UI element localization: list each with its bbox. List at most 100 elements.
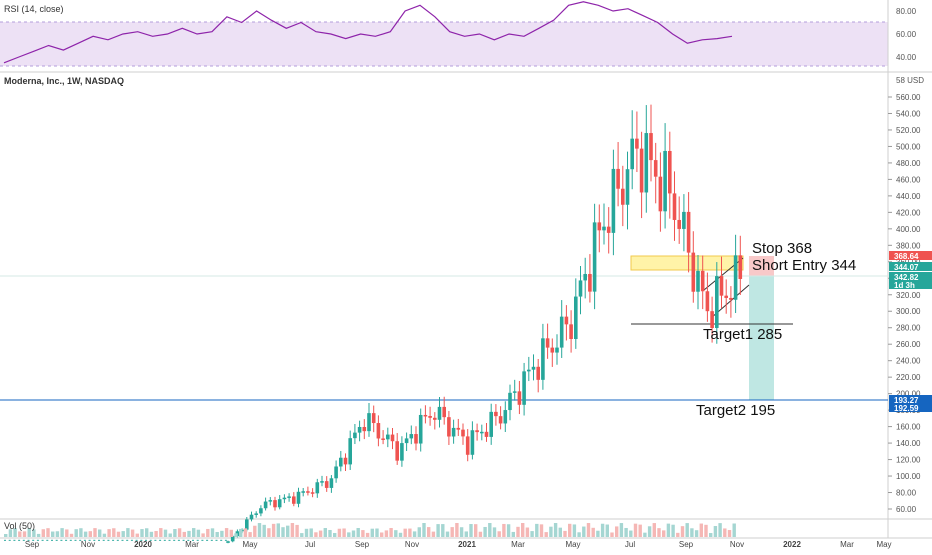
candle-body (470, 430, 475, 455)
volume-bar (624, 527, 628, 537)
volume-bar (41, 529, 45, 537)
candle-body (282, 497, 287, 500)
price-tick-label: 100.00 (896, 472, 921, 481)
rsi-line (3, 1, 733, 64)
candle-body (296, 491, 301, 504)
volume-bar (22, 531, 27, 537)
volume-bar (55, 531, 60, 537)
volume-bar (46, 528, 50, 537)
candle-body (386, 434, 390, 440)
candle-body (277, 499, 282, 508)
candle-body (451, 427, 456, 437)
candle-body (494, 411, 498, 417)
volume-bar (304, 528, 309, 537)
volume-bar (680, 526, 685, 537)
time-axis-label: Jul (305, 540, 315, 549)
stop-zone (630, 255, 744, 271)
time-axis-label: Nov (405, 540, 419, 549)
price-badge (889, 403, 932, 412)
volume-bar (328, 529, 332, 537)
candle-body (249, 514, 254, 520)
volume-bar (276, 523, 280, 537)
price-tick-label: 380.00 (896, 241, 921, 250)
volume-label: Vol (50) (4, 521, 35, 531)
time-axis-label: May (242, 540, 257, 549)
volume-bar (600, 523, 605, 537)
volume-bar (408, 528, 412, 537)
price-badge (889, 272, 932, 281)
candle-body (428, 416, 432, 418)
volume-bar (506, 524, 511, 537)
time-axis-label: 2022 (783, 540, 801, 549)
candle-body (710, 311, 714, 328)
candle-body (625, 169, 630, 205)
volume-bar (671, 524, 675, 537)
candle-body (456, 427, 461, 430)
volume-bar (318, 530, 323, 537)
volume-bar (79, 528, 83, 537)
volume-bar (492, 527, 497, 537)
volume-bar (182, 531, 186, 537)
candle-body (404, 438, 409, 444)
time-axis-label: Mar (185, 540, 199, 549)
volume-bar (177, 528, 182, 537)
price-badge (889, 251, 932, 260)
candle-body (649, 133, 653, 161)
volume-bar (699, 523, 703, 537)
candle-body (263, 501, 268, 509)
entry-annotation: Short Entry 344 (752, 257, 856, 274)
volume-bar (51, 531, 55, 537)
volume-bar (257, 523, 262, 537)
volume-bar (568, 523, 572, 537)
volume-bar (723, 528, 727, 537)
volume-bar (149, 531, 154, 537)
candle-body (569, 324, 573, 339)
candle-body (696, 270, 700, 292)
price-badge-label: 368.64 (894, 252, 919, 261)
candle-body (390, 434, 395, 442)
volume-bar (286, 525, 290, 537)
candle-body (245, 519, 249, 530)
candle-body (423, 414, 428, 417)
volume-bar (544, 532, 548, 537)
currency-label: 58 USD (896, 76, 924, 85)
price-tick-label: 320.00 (896, 291, 921, 300)
price-badge-label: 344.07 (894, 263, 919, 272)
volume-bar (553, 523, 558, 537)
candle-body (310, 492, 315, 494)
candle-body (465, 436, 470, 455)
candle-body (578, 280, 583, 297)
time-axis-label: Nov (81, 540, 95, 549)
candle-body (480, 431, 484, 434)
stop-risk-zone (749, 256, 774, 276)
volume-bar (300, 533, 304, 537)
candle-body (254, 513, 258, 515)
candle-body (475, 430, 479, 433)
volume-bar (431, 531, 436, 537)
volume-bar (116, 531, 121, 537)
price-tick-label: 480.00 (896, 159, 921, 168)
volume-series (4, 523, 736, 537)
candle-body (226, 541, 230, 543)
volume-bar (112, 528, 116, 537)
candle-body (329, 478, 334, 488)
rsi-label: RSI (14, close) (4, 4, 64, 14)
volume-bar (342, 528, 346, 537)
candle-body (559, 316, 564, 348)
volume-bar (267, 528, 271, 537)
volume-bar (615, 526, 619, 537)
volume-bar (271, 523, 276, 537)
volume-bar (243, 528, 248, 537)
volume-bar (234, 533, 238, 537)
candle-body (353, 432, 357, 439)
volume-bar (732, 523, 736, 537)
candle-body (531, 366, 536, 370)
price-tick-label: 80.00 (896, 489, 917, 498)
time-axis-label: May (876, 540, 891, 549)
volume-bar (488, 523, 492, 537)
candle-body (724, 295, 728, 298)
volume-bar (356, 528, 360, 537)
candle-body (437, 406, 442, 420)
